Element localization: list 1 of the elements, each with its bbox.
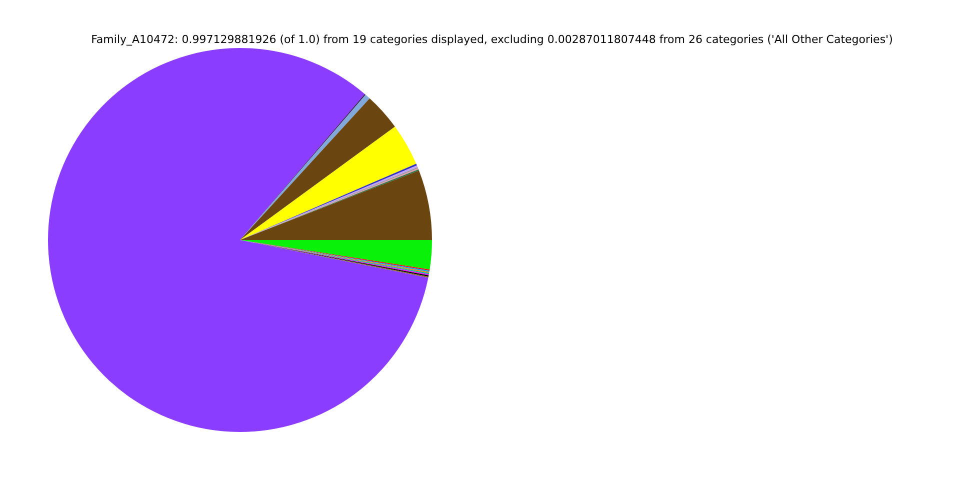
text: Family_A10472: 0.997129881926 (of 1.0) from 19 categories displayed, excluding 0.00287011807448 from 26 categories ('All Other Categories') xyxy=(90,33,894,46)
